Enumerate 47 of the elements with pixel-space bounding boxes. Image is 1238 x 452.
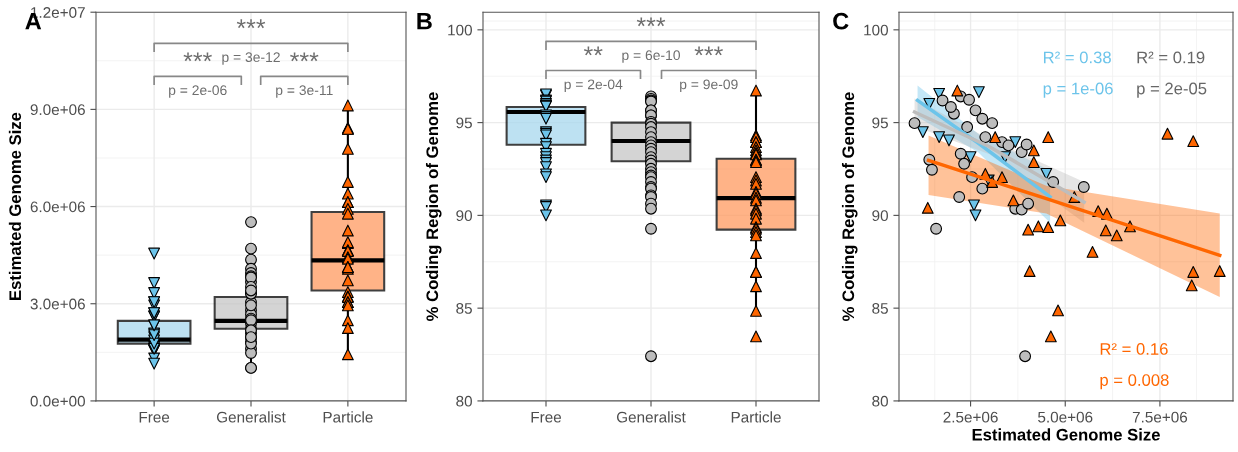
annotation: p = 3e-12: [222, 52, 280, 65]
y-tick-label: 9.0e+06: [30, 104, 85, 116]
annotation: ***: [290, 52, 319, 62]
annotation: **: [583, 46, 603, 56]
x-tick-label: Generalist: [616, 411, 686, 423]
x-axis-title: Estimated Genome Size: [972, 428, 1160, 441]
y-tick-label: 0.0e+00: [30, 395, 85, 407]
y-tick-label: 85: [456, 303, 472, 314]
x-tick-label: 7.5e+06: [1132, 411, 1188, 423]
x-tick-label: Particle: [731, 411, 781, 423]
annotation: R² = 0.16: [1100, 343, 1168, 355]
y-tick-label: 90: [872, 210, 888, 222]
y-tick-label: 85: [872, 303, 888, 314]
annotation: p = 3e-11: [276, 85, 333, 98]
annotation: p = 2e-05: [1137, 82, 1207, 98]
y-axis-title: % Coding Region of Genome: [425, 92, 442, 321]
y-tick-label: 3.0e+06: [30, 298, 85, 310]
y-tick-label: 90: [456, 210, 472, 222]
annotation: p = 1e-06: [1043, 82, 1113, 98]
y-tick-label: 95: [872, 117, 888, 129]
annotation: ***: [183, 52, 212, 62]
annotation: p = 2e-06: [169, 85, 227, 98]
annotation: R² = 0.38: [1043, 51, 1111, 64]
annotation: p = 0.008: [1100, 374, 1169, 390]
x-tick-label: Particle: [323, 411, 373, 423]
annotation: R² = 0.19: [1137, 51, 1205, 64]
annotation: ***: [236, 19, 266, 29]
y-tick-label: 95: [456, 117, 472, 129]
annotation: p = 6e-10: [622, 50, 680, 63]
x-tick-label: Free: [139, 411, 170, 423]
y-axis-title: Estimated Genome Size: [8, 112, 22, 300]
annotation: ***: [636, 17, 666, 27]
annotation: p = 2e-04: [564, 79, 623, 93]
x-tick-label: Generalist: [216, 411, 286, 423]
x-tick-label: 2.5e+06: [943, 411, 998, 423]
y-tick-label: 100: [448, 24, 472, 36]
annotation: p = 9e-09: [680, 79, 738, 93]
x-tick-label: 5.0e+06: [1038, 411, 1093, 423]
chart-title: C: [833, 12, 849, 30]
x-tick-label: Free: [531, 411, 562, 423]
chart-title: B: [417, 13, 432, 30]
y-tick-label: 100: [864, 24, 888, 36]
y-axis-title: % Coding Region of Genome: [841, 92, 858, 321]
annotation: ***: [694, 46, 723, 56]
y-tick-label: 80: [872, 395, 888, 407]
y-tick-label: 6.0e+06: [30, 201, 85, 213]
y-tick-label: 80: [456, 395, 472, 407]
